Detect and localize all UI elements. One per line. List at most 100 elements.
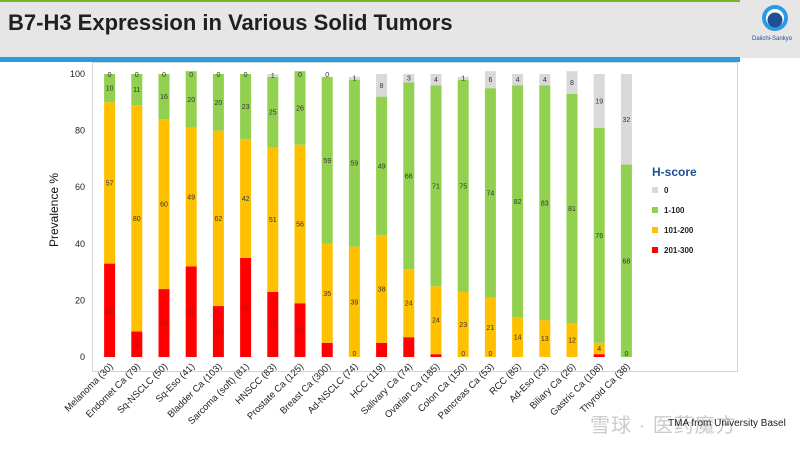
bar-value-label: 10 xyxy=(106,86,114,93)
bar-value-label: 23 xyxy=(459,322,467,329)
bar-value-label: 0 xyxy=(135,72,139,79)
bar-segment-0 xyxy=(430,74,442,86)
bar-value-label: 16 xyxy=(160,94,168,101)
bar-segment-101-200 xyxy=(212,130,224,307)
page-title: B7-H3 Expression in Various Solid Tumors xyxy=(8,10,453,35)
bar-segment-101-200 xyxy=(104,102,116,264)
legend-swatch xyxy=(652,247,658,253)
slide-header: B7-H3 Expression in Various Solid Tumors xyxy=(0,0,800,58)
bar-segment-1-100 xyxy=(104,74,116,103)
bar-value-label: 0 xyxy=(352,351,356,358)
bar-value-label: 20 xyxy=(215,100,223,107)
bar-segment-0 xyxy=(376,74,388,97)
legend-label: 101-200 xyxy=(664,226,694,235)
legend-label: 0 xyxy=(664,186,669,195)
bar-segment-0 xyxy=(566,71,578,94)
bar-value-label: 19 xyxy=(595,98,603,105)
bar-segment-1-100 xyxy=(403,82,415,270)
bar-segment-101-200 xyxy=(267,147,279,292)
bar-value-label: 59 xyxy=(323,158,331,165)
legend-label: 201-300 xyxy=(664,246,694,255)
bar-value-label: 71 xyxy=(432,183,440,190)
bar-segment-0 xyxy=(484,71,496,89)
bar-value-label: 0 xyxy=(216,72,220,79)
bar-segment-0 xyxy=(593,74,605,128)
bar-segment-201-300 xyxy=(593,354,605,357)
legend-label: 1-100 xyxy=(664,206,685,215)
bar-segment-0 xyxy=(267,74,279,77)
bar-segment-0 xyxy=(620,74,632,165)
bar-value-label: 57 xyxy=(106,180,114,187)
bar-value-label: 21 xyxy=(487,325,495,332)
bar-segment-101-200 xyxy=(593,342,605,355)
bar-value-label: 13 xyxy=(541,336,549,343)
bar-value-label: 51 xyxy=(269,217,277,224)
bar-segment-0 xyxy=(539,74,551,86)
bar-segment-101-200 xyxy=(566,323,578,357)
bar-segment-1-100 xyxy=(484,88,496,298)
bar-segment-1-100 xyxy=(294,71,306,145)
bar-segment-101-200 xyxy=(430,286,442,355)
bar-value-label: 66 xyxy=(405,173,413,180)
bar-value-label: 59 xyxy=(351,161,359,168)
bar-value-label: 32 xyxy=(623,117,631,124)
bar-segment-201-300 xyxy=(376,342,388,357)
bar-value-label: 33 xyxy=(106,308,114,315)
bar-segment-101-200 xyxy=(348,246,360,357)
bar-value-label: 1 xyxy=(352,76,356,83)
bar-value-label: 1 xyxy=(271,73,275,80)
bar-value-label: 23 xyxy=(269,322,277,329)
bar-value-label: 8 xyxy=(380,83,384,90)
bar-segment-201-300 xyxy=(185,266,197,357)
bar-value-label: 8 xyxy=(570,80,574,87)
bar-segment-201-300 xyxy=(294,303,306,357)
bar-value-label: 23 xyxy=(242,104,250,111)
bar-value-label: 0 xyxy=(244,72,248,79)
bar-segment-101-200 xyxy=(185,127,197,267)
bar-value-label: 4 xyxy=(434,77,438,84)
bar-segment-201-300 xyxy=(212,306,224,357)
bar-value-label: 60 xyxy=(160,202,168,209)
bar-segment-101-200 xyxy=(240,139,252,258)
bar-segment-101-200 xyxy=(512,317,524,357)
legend-title: H-score xyxy=(652,165,697,179)
bar-segment-1-100 xyxy=(267,76,279,148)
bar-segment-0 xyxy=(512,74,524,86)
category-label: Thyroid Ca (38) xyxy=(578,361,632,415)
bar-value-label: 39 xyxy=(351,299,359,306)
bar-value-label: 82 xyxy=(514,199,522,206)
bar-value-label: 14 xyxy=(514,335,522,342)
bar-segment-1-100 xyxy=(566,93,578,324)
daiichi-sankyo-logo-icon xyxy=(762,5,788,31)
bar-segment-101-200 xyxy=(294,144,306,304)
bar-value-label: 42 xyxy=(242,196,250,203)
bar-segment-1-100 xyxy=(430,85,442,287)
y-tick-label: 60 xyxy=(75,182,85,192)
bar-value-label: 75 xyxy=(459,183,467,190)
bar-value-label: 9 xyxy=(135,342,139,349)
bar-segment-101-200 xyxy=(131,105,143,332)
bar-segment-1-100 xyxy=(539,85,551,321)
bar-segment-101-200 xyxy=(539,320,551,357)
bar-value-label: 4 xyxy=(597,346,601,353)
y-tick-label: 20 xyxy=(75,295,85,305)
bar-value-label: 4 xyxy=(543,77,547,84)
bar-segment-1-100 xyxy=(185,71,197,128)
bar-segment-1-100 xyxy=(158,74,170,120)
bar-segment-1-100 xyxy=(212,74,224,131)
bar-value-label: 24 xyxy=(405,301,413,308)
bar-value-label: 11 xyxy=(133,87,140,94)
y-tick-label: 40 xyxy=(75,239,85,249)
bar-value-label: 12 xyxy=(568,338,576,345)
bar-value-label: 25 xyxy=(269,110,277,117)
bar-segment-1-100 xyxy=(457,79,469,292)
bar-segment-201-300 xyxy=(240,257,252,357)
bar-segment-0 xyxy=(403,74,415,83)
logo-text: Daiichi-Sankyo xyxy=(751,36,793,42)
bar-segment-101-200 xyxy=(376,235,388,343)
chart-frame xyxy=(92,62,738,372)
bar-segment-201-300 xyxy=(104,263,116,357)
bar-value-label: 0 xyxy=(325,72,329,79)
bar-segment-1-100 xyxy=(376,96,388,236)
